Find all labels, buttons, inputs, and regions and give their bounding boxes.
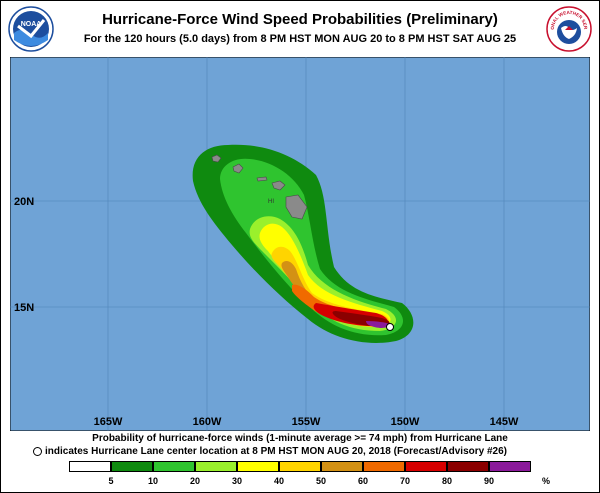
center-location-icon <box>33 447 42 456</box>
legend-swatch <box>153 461 195 472</box>
legend-swatch <box>321 461 363 472</box>
header: NOAA Hurricane-Force Wind Speed Probabil… <box>1 1 599 57</box>
lon-label-160w: 160W <box>193 416 222 428</box>
island-maui <box>271 180 286 191</box>
lon-label-155w: 155W <box>292 416 321 428</box>
legend-tick: 10 <box>147 476 158 486</box>
lat-label-20n: 20N <box>14 196 34 208</box>
noaa-logo: NOAA <box>8 6 54 52</box>
legend-unit: % <box>542 476 551 486</box>
hawaiian-islands <box>211 154 308 220</box>
island-big-island <box>285 194 308 220</box>
legend-footer: Probability of hurricane-force winds (1-… <box>1 432 599 492</box>
map-canvas: HI 20N 15N 165W 160W 155W 150W 145W <box>10 57 590 431</box>
legend-swatch <box>405 461 447 472</box>
prob-10-20-contour <box>220 158 404 336</box>
lat-label-15n: 15N <box>14 302 34 314</box>
lon-label-145w: 145W <box>490 416 519 428</box>
legend-swatch <box>69 461 111 472</box>
legend-swatch <box>489 461 531 472</box>
legend-tick: 5 <box>108 476 114 486</box>
caption-line-2: indicates Hurricane Lane center location… <box>45 446 508 457</box>
legend-tick: 50 <box>315 476 326 486</box>
legend-tick: 20 <box>189 476 200 486</box>
page-title: Hurricane-Force Wind Speed Probabilities… <box>102 11 498 28</box>
legend-swatch <box>111 461 153 472</box>
legend-swatch <box>195 461 237 472</box>
prob-90-plus-contour <box>366 321 391 328</box>
legend-tick: 70 <box>399 476 410 486</box>
probability-map: HI 20N 15N 165W 160W 155W 150W 145W <box>10 57 590 431</box>
svg-text:NOAA: NOAA <box>21 21 42 28</box>
caption-line-1: Probability of hurricane-force winds (1-… <box>92 433 508 444</box>
legend-tick: 60 <box>357 476 368 486</box>
probability-swath <box>192 144 414 343</box>
island-molokai <box>256 176 268 182</box>
legend-swatch <box>279 461 321 472</box>
legend-tick: 90 <box>483 476 494 486</box>
prob-30-40-contour <box>259 223 391 327</box>
lon-label-150w: 150W <box>391 416 420 428</box>
legend-swatch <box>363 461 405 472</box>
island-oahu <box>232 163 244 174</box>
storm-center-marker <box>386 323 394 331</box>
legend-tick: 80 <box>441 476 452 486</box>
color-legend <box>69 461 531 472</box>
island-label: HI <box>268 199 274 205</box>
lon-label-165w: 165W <box>94 416 123 428</box>
legend-swatch <box>447 461 489 472</box>
island-kauai <box>211 154 222 163</box>
nws-logo: NATIONAL WEATHER SERVICE <box>546 6 592 52</box>
legend-tick: 40 <box>273 476 284 486</box>
legend-swatch <box>237 461 279 472</box>
page-subtitle: For the 120 hours (5.0 days) from 8 PM H… <box>83 33 517 45</box>
legend-tick: 30 <box>231 476 242 486</box>
